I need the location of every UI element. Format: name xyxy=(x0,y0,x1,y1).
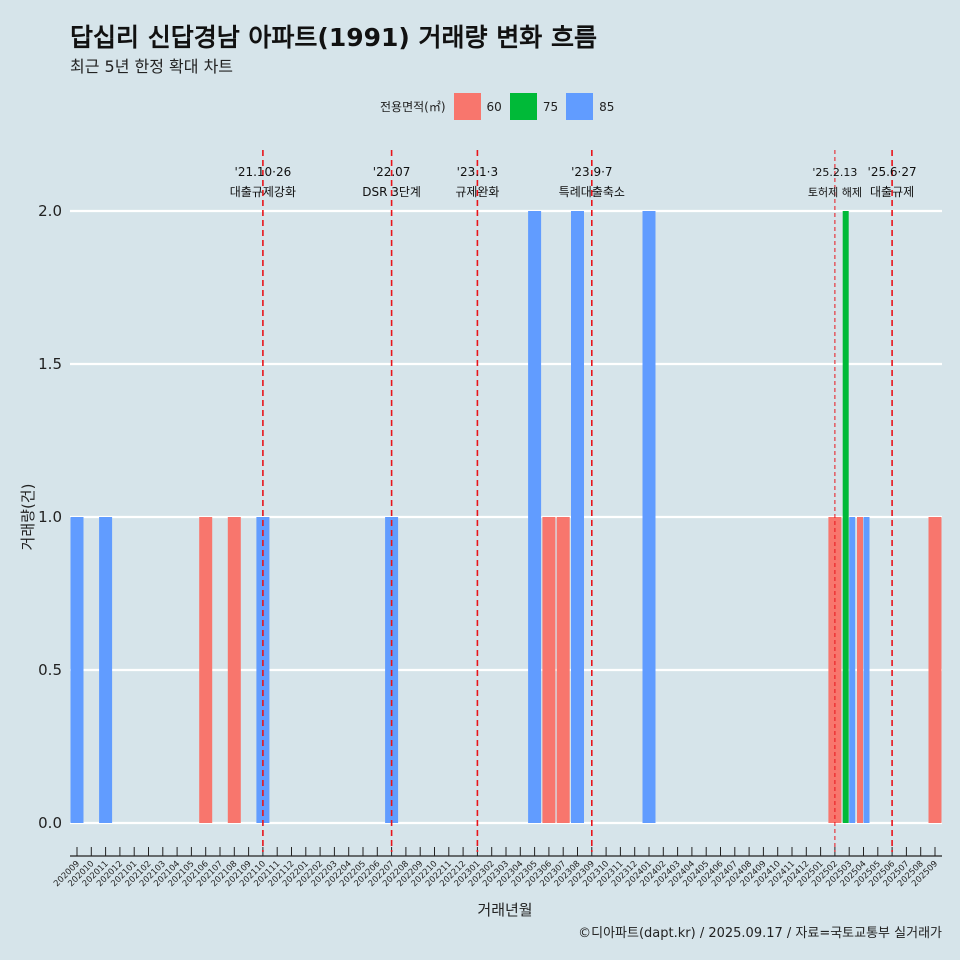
bar-202108-60 xyxy=(227,517,241,823)
y-tick-label: 0.0 xyxy=(38,814,62,832)
bar-202504-60 xyxy=(857,517,863,823)
event-label: 규제완화 xyxy=(455,185,499,199)
bar-202503-85 xyxy=(849,517,856,823)
event-date: '25.2.13 xyxy=(812,166,857,179)
legend-key-60 xyxy=(453,93,481,120)
bar-202307-60 xyxy=(556,517,570,823)
bar-202011-85 xyxy=(99,517,113,823)
y-tick-label: 1.0 xyxy=(38,508,62,526)
legend-label-85: 85 xyxy=(599,99,615,114)
legend-key-85 xyxy=(566,93,594,120)
bar-202009-85 xyxy=(70,517,84,823)
event-label: 특례대출축소 xyxy=(559,185,625,199)
legend: 전용면적(㎡) 60 75 85 xyxy=(380,93,614,120)
bar-202401-85 xyxy=(642,211,656,823)
legend-label-75: 75 xyxy=(542,99,559,114)
legend-key-75 xyxy=(509,93,537,120)
bar-202503-75 xyxy=(842,211,849,823)
y-tick-label: 1.5 xyxy=(38,355,62,373)
bar-202305-85 xyxy=(528,211,542,823)
event-date: '22.07 xyxy=(373,165,411,179)
y-axis-title: 거래량(건) xyxy=(19,484,37,551)
event-date: '21.10·26 xyxy=(235,165,292,179)
chart-subtitle: 최근 5년 한정 확대 차트 xyxy=(70,57,234,76)
bar-202504-85 xyxy=(863,517,870,823)
event-label: 대출규제 xyxy=(870,185,914,199)
event-label: DSR 3단계 xyxy=(362,185,421,199)
legend-label-60: 60 xyxy=(486,99,502,114)
bar-202306-60 xyxy=(542,517,556,823)
y-tick-label: 0.5 xyxy=(38,661,62,679)
event-date: '23.9·7 xyxy=(571,165,612,179)
x-axis-title: 거래년월 xyxy=(477,901,532,919)
bar-202509-60 xyxy=(928,517,942,823)
bar-202106-60 xyxy=(199,517,213,823)
legend-title: 전용면적(㎡) xyxy=(380,100,446,114)
event-label: 토허제 해제 xyxy=(808,185,862,199)
bar-202308-85 xyxy=(571,211,584,823)
chart-title: 답십리 신답경남 아파트(1991) 거래량 변화 흐름 xyxy=(70,23,597,52)
y-tick-label: 2.0 xyxy=(38,202,62,220)
source-caption: ©디아파트(dapt.kr) / 2025.09.17 / 자료=국토교통부 실… xyxy=(578,926,942,941)
event-label: 대출규제강화 xyxy=(230,185,296,199)
event-date: '25.6·27 xyxy=(868,165,917,179)
event-date: '23.1·3 xyxy=(457,165,498,179)
